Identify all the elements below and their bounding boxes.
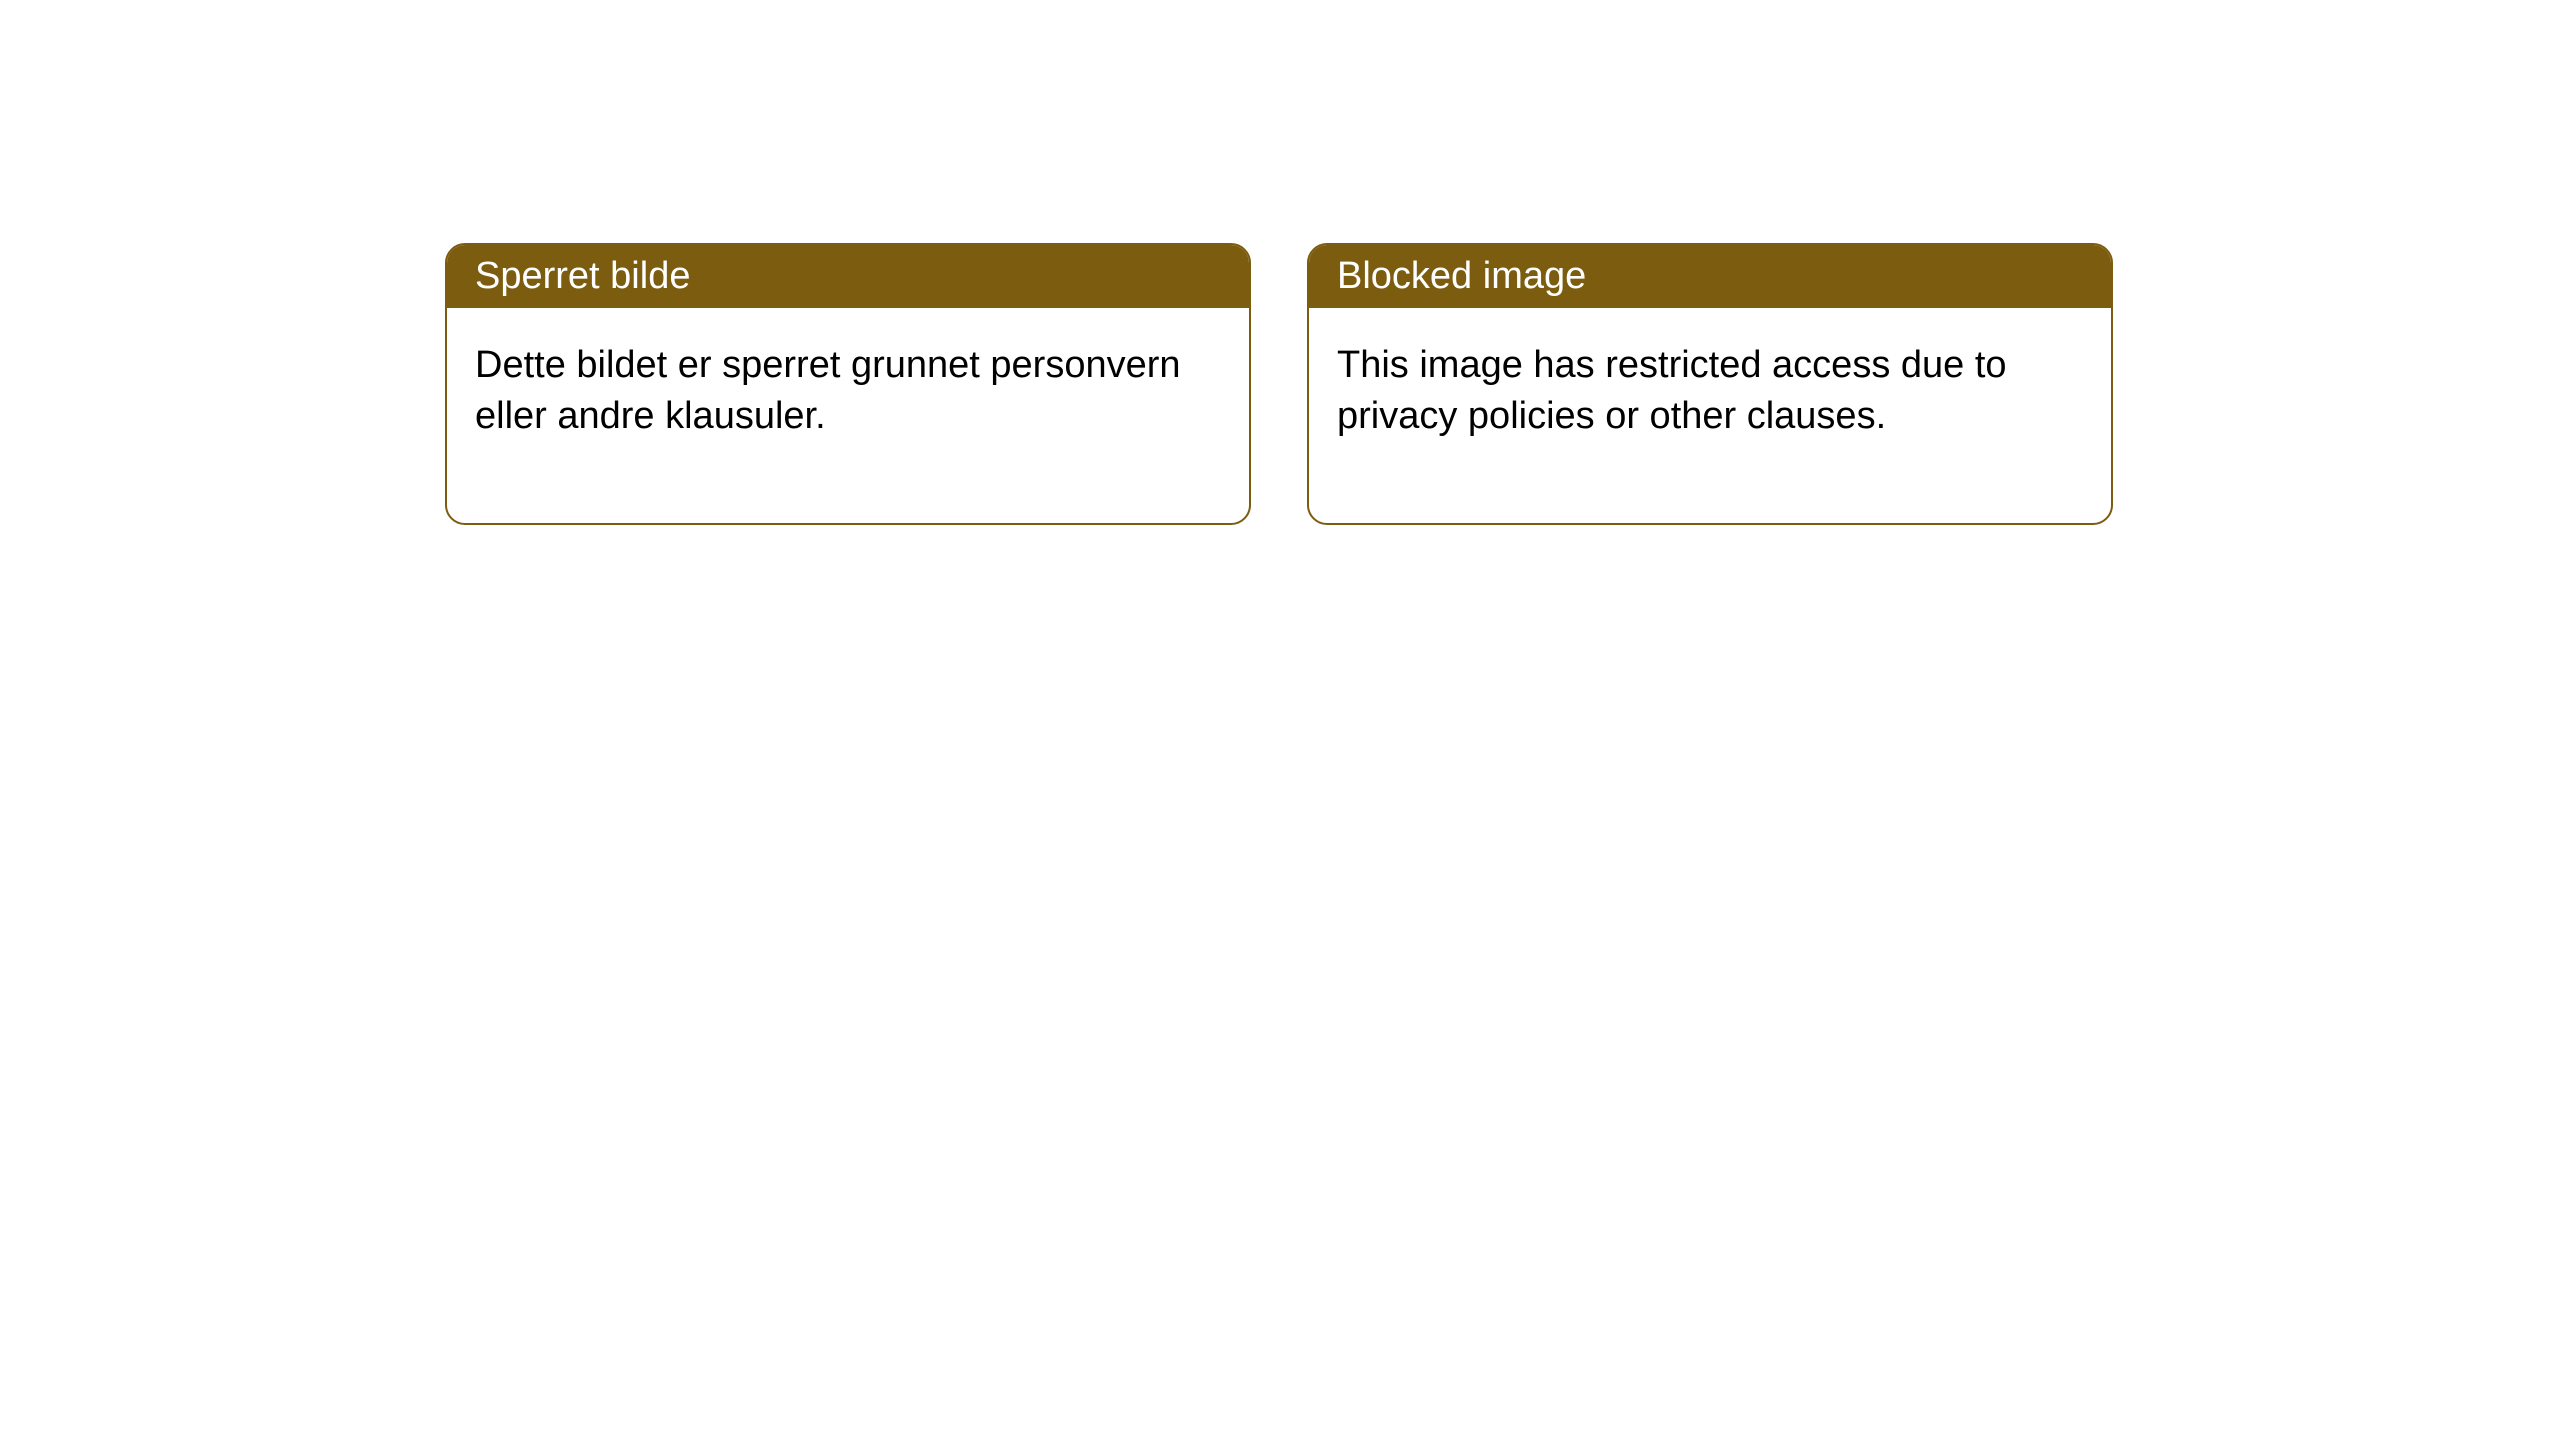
notice-card-header: Blocked image <box>1309 245 2111 308</box>
notice-card-body: This image has restricted access due to … <box>1309 308 2111 523</box>
notice-body-text: This image has restricted access due to … <box>1337 344 2007 437</box>
notice-body-text: Dette bildet er sperret grunnet personve… <box>475 344 1181 437</box>
notice-title: Blocked image <box>1337 255 1586 297</box>
notice-title: Sperret bilde <box>475 255 690 297</box>
notice-card-body: Dette bildet er sperret grunnet personve… <box>447 308 1249 523</box>
notice-card-header: Sperret bilde <box>447 245 1249 308</box>
notice-container: Sperret bilde Dette bildet er sperret gr… <box>0 0 2560 525</box>
notice-card-norwegian: Sperret bilde Dette bildet er sperret gr… <box>445 243 1251 525</box>
notice-card-english: Blocked image This image has restricted … <box>1307 243 2113 525</box>
